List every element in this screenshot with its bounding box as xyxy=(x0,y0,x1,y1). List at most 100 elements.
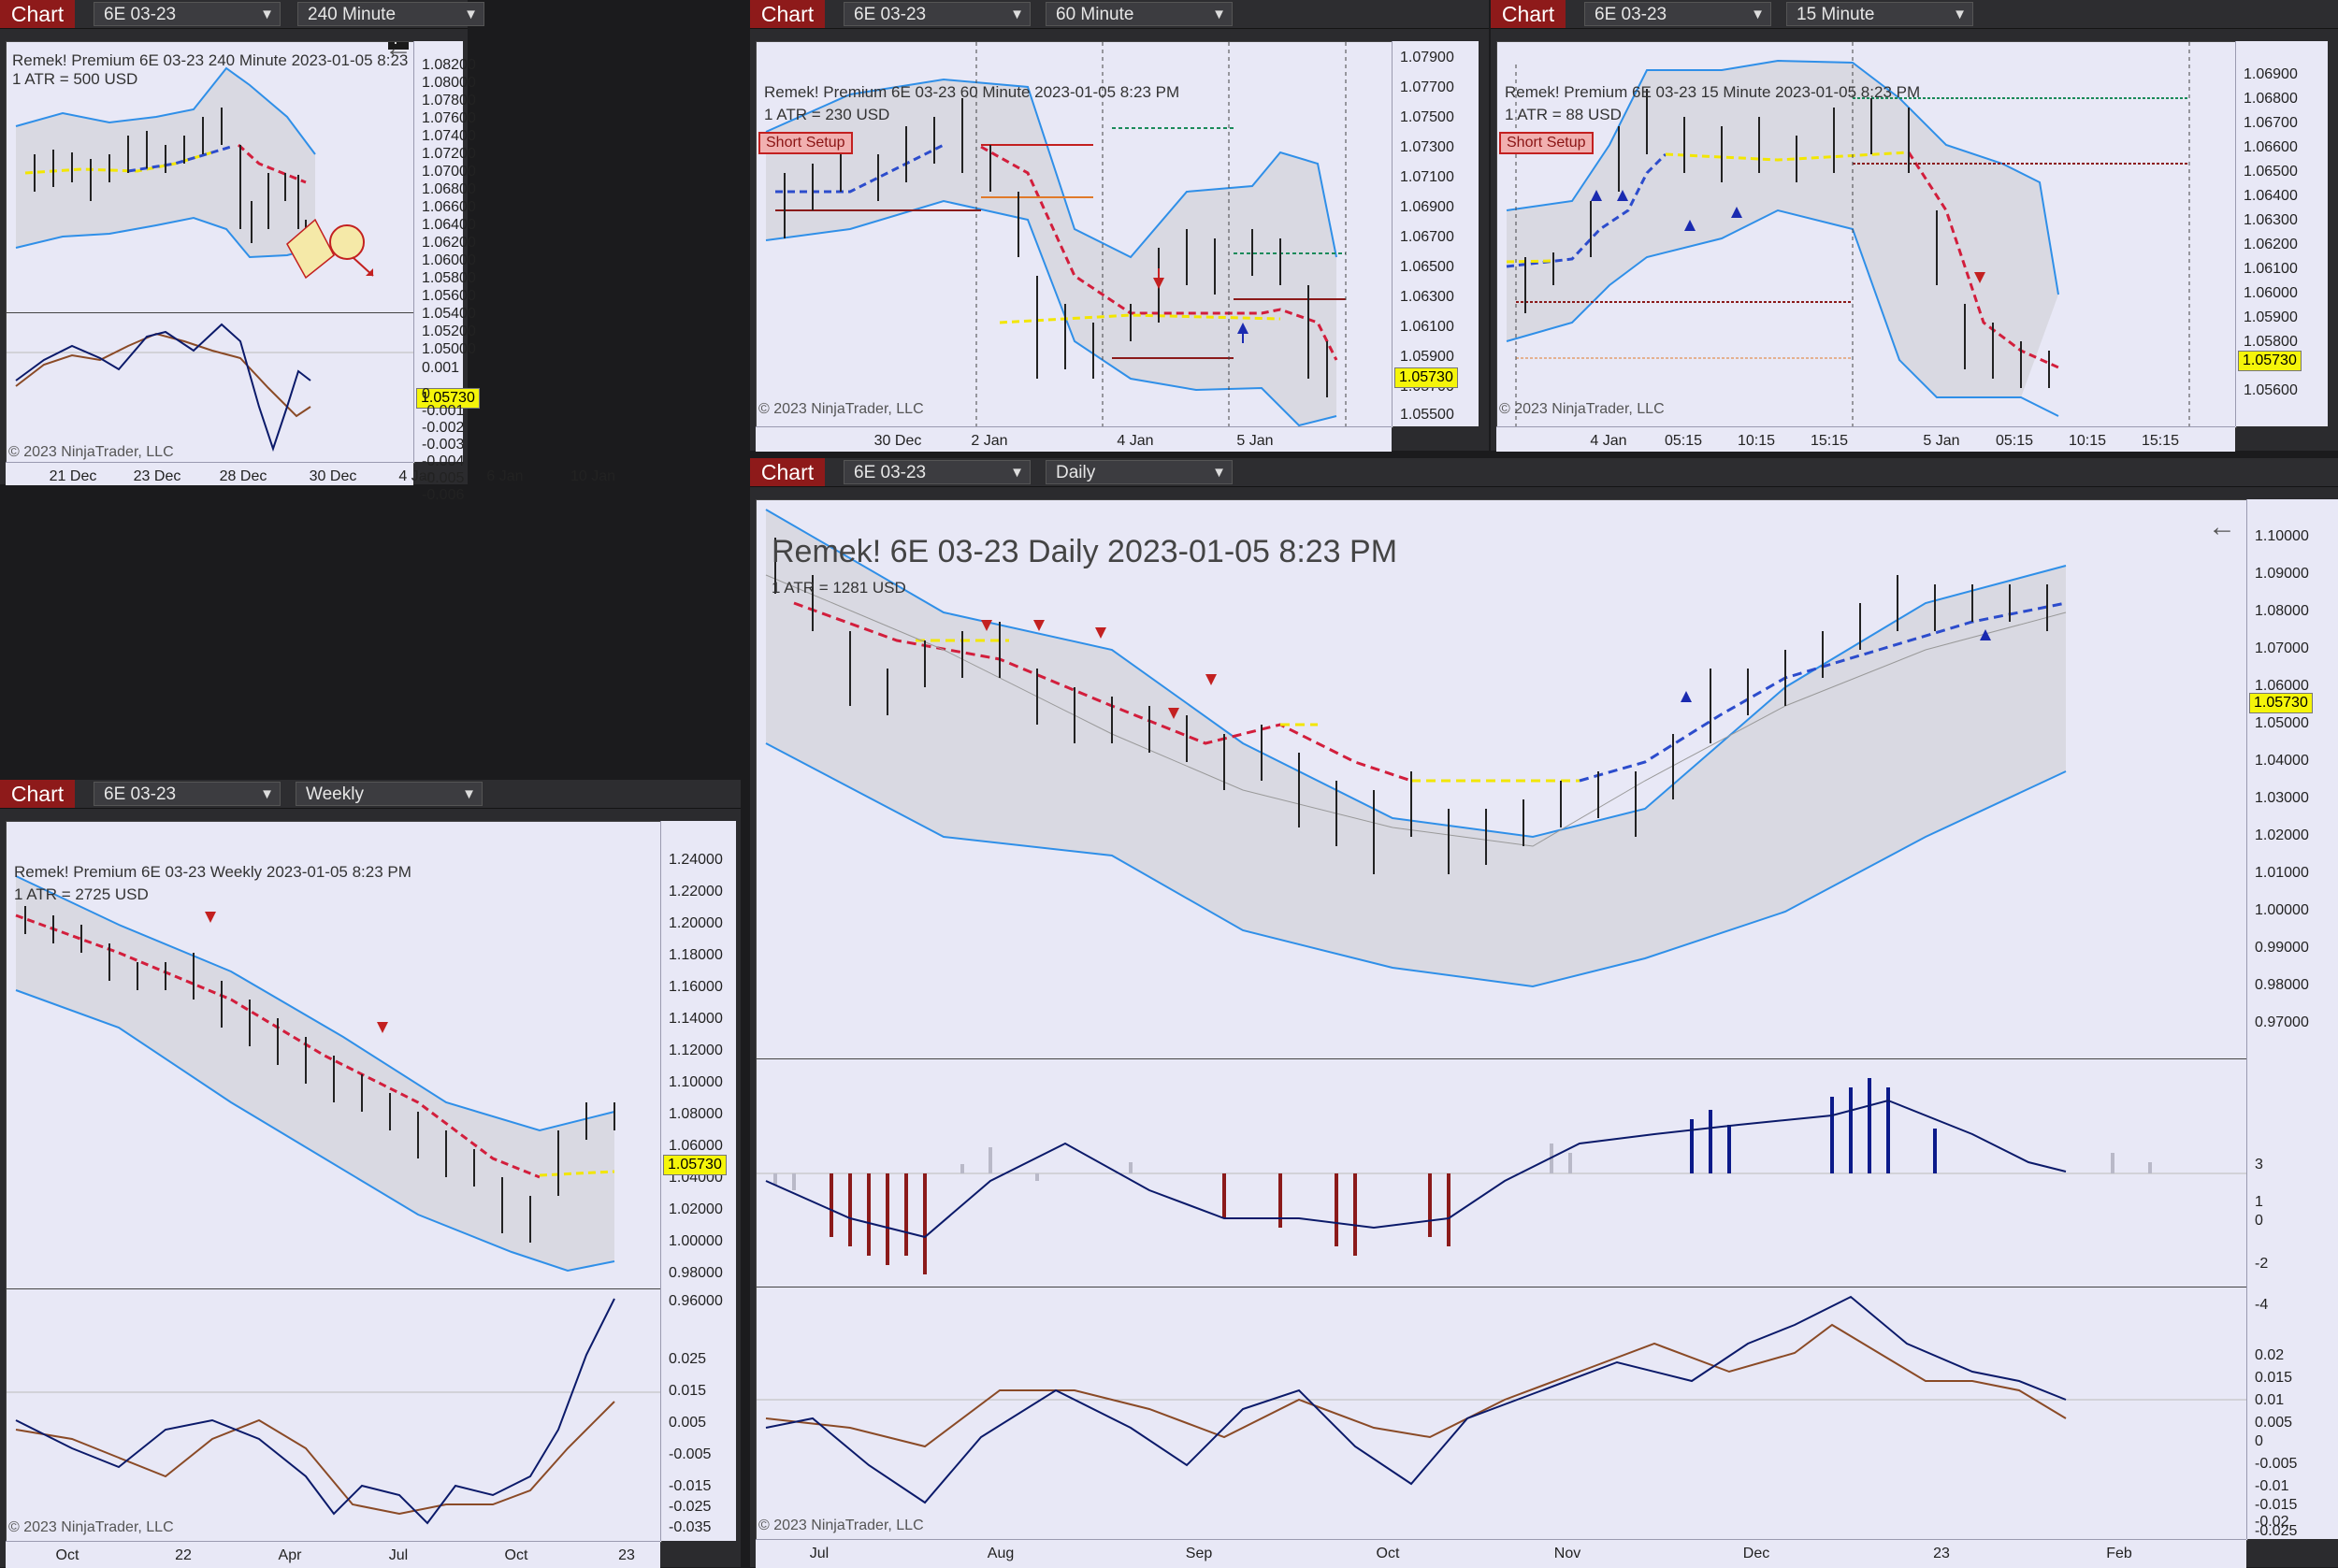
time-label: Aug xyxy=(987,1546,1015,1561)
short-setup-tag[interactable]: Short Setup xyxy=(758,132,853,154)
time-label: Apr xyxy=(278,1547,302,1563)
price-label: 1.06100 xyxy=(2244,261,2298,277)
chart-window-240min: Chart 6E 03-23 ▼ 240 Minute ▼ xyxy=(0,0,615,503)
interval-selector[interactable]: Weekly ▼ xyxy=(296,782,483,806)
price-label: 0.99000 xyxy=(2255,940,2309,956)
osc-label: -0.015 xyxy=(2255,1497,2298,1513)
price-plot[interactable]: Remek! 6E 03-23 Daily 2023-01-05 8:23 PM… xyxy=(756,499,2248,1060)
time-label: 10:15 xyxy=(1737,433,1776,449)
time-label: Oct xyxy=(55,1547,79,1563)
chart-tab[interactable]: Chart xyxy=(0,0,75,28)
price-plot[interactable]: Remek! Premium 6E 03-23 Weekly 2023-01-0… xyxy=(6,821,662,1290)
time-label: 05:15 xyxy=(1995,433,2034,449)
instrument-value: 6E 03-23 xyxy=(854,5,927,24)
histogram-plot[interactable] xyxy=(756,1058,2248,1288)
back-arrow-icon[interactable]: ← xyxy=(384,41,412,64)
price-axis[interactable]: 1.10000 1.09000 1.08000 1.07000 1.06000 … xyxy=(2246,499,2338,1539)
price-axis[interactable]: 1.07900 1.07700 1.07500 1.07300 1.07100 … xyxy=(1392,41,1479,426)
short-setup-tag[interactable]: Short Setup xyxy=(1499,132,1594,154)
osc-label: -0.025 xyxy=(2255,1523,2298,1539)
price-label: 1.06200 xyxy=(2244,237,2298,252)
oscillator-plot[interactable]: © 2023 NinjaTrader, LLC xyxy=(756,1287,2248,1541)
price-axis[interactable]: 1.08200 1.08000 1.07800 1.07600 1.07400 … xyxy=(413,41,480,503)
price-label: 1.02000 xyxy=(2255,827,2309,843)
time-label: 4 Jan xyxy=(398,468,436,484)
price-plot[interactable]: Remek! Premium 6E 03-23 240 Minute 2023-… xyxy=(6,41,415,314)
chart-window-60min: Chart 6E 03-23 ▼ 60 Minute ▼ xyxy=(750,0,1489,452)
price-label: 1.06500 xyxy=(1400,259,1454,275)
chevron-down-icon: ▼ xyxy=(260,7,274,22)
interval-selector[interactable]: 15 Minute ▼ xyxy=(1786,2,1973,26)
time-axis[interactable]: 4 Jan 05:15 10:15 15:15 5 Jan 05:15 10:1… xyxy=(1496,426,2235,452)
price-label: 1.10000 xyxy=(2255,528,2309,544)
price-label: 1.06900 xyxy=(2244,66,2298,82)
time-label: 6 Jan xyxy=(486,468,524,484)
price-label: 1.06600 xyxy=(2244,139,2298,155)
instrument-selector[interactable]: 6E 03-23 ▼ xyxy=(844,2,1031,26)
time-axis[interactable]: 30 Dec 2 Jan 4 Jan 5 Jan xyxy=(756,426,1392,452)
oscillator-plot[interactable]: © 2023 NinjaTrader, LLC xyxy=(6,1288,662,1543)
chart-tab[interactable]: Chart xyxy=(750,0,825,28)
interval-selector[interactable]: 60 Minute ▼ xyxy=(1046,2,1233,26)
oscillator-panel-graphic xyxy=(7,1298,661,1525)
chart-tab[interactable]: Chart xyxy=(0,780,75,808)
price-label: 1.06000 xyxy=(2244,285,2298,301)
price-axis[interactable]: 1.06900 1.06800 1.06700 1.06600 1.06500 … xyxy=(2235,41,2328,426)
price-label: 1.07600 xyxy=(422,110,476,126)
osc-label: 0.02 xyxy=(2255,1347,2285,1363)
price-axis[interactable]: 1.24000 1.22000 1.20000 1.18000 1.16000 … xyxy=(660,821,736,1541)
price-label: 1.06800 xyxy=(422,181,476,197)
instrument-selector[interactable]: 6E 03-23 ▼ xyxy=(94,782,281,806)
chart-window-15min: Chart 6E 03-23 ▼ 15 Minute ▼ xyxy=(1491,0,2338,452)
chart-caption: Remek! Premium 6E 03-23 60 Minute 2023-0… xyxy=(764,83,1180,101)
time-label: 22 xyxy=(175,1547,192,1563)
interval-value: 60 Minute xyxy=(1056,5,1134,24)
time-label: Jul xyxy=(809,1546,830,1561)
price-label: 0.97000 xyxy=(2255,1014,2309,1030)
chart-tab[interactable]: Chart xyxy=(750,458,825,486)
osc-label: -0.005 xyxy=(2255,1456,2298,1472)
time-label: 28 Dec xyxy=(219,468,267,484)
price-label: 1.06300 xyxy=(2244,212,2298,228)
price-label: 1.16000 xyxy=(669,979,723,995)
back-arrow-icon[interactable]: ← xyxy=(2208,511,2236,542)
osc-label: -0.003 xyxy=(422,437,465,453)
time-label: Oct xyxy=(504,1547,528,1563)
histo-label: 3 xyxy=(2255,1157,2263,1172)
price-label: 1.00000 xyxy=(669,1233,723,1249)
price-plot[interactable]: Remek! Premium 6E 03-23 60 Minute 2023-0… xyxy=(756,41,1393,428)
window-toolbar: Chart 6E 03-23 ▼ 60 Minute ▼ xyxy=(750,0,1489,29)
chevron-down-icon: ▼ xyxy=(260,786,274,802)
oscillator-panel-graphic xyxy=(757,1295,2247,1504)
price-plot[interactable]: Remek! Premium 6E 03-23 15 Minute 2023-0… xyxy=(1496,41,2237,428)
interval-selector[interactable]: 240 Minute ▼ xyxy=(297,2,484,26)
instrument-selector[interactable]: 6E 03-23 ▼ xyxy=(94,2,281,26)
time-axis[interactable]: Jul Aug Sep Oct Nov Dec 23 Feb xyxy=(756,1539,2246,1568)
osc-label: -0.02 xyxy=(2255,1514,2289,1530)
time-label: Sep xyxy=(1185,1546,1213,1561)
price-label: 1.24000 xyxy=(669,852,723,868)
chart-window-weekly: Chart 6E 03-23 ▼ Weekly ▼ xyxy=(0,780,741,1568)
price-label: 1.07300 xyxy=(1400,139,1454,155)
time-axis[interactable]: Oct 22 Apr Jul Oct 23 xyxy=(6,1541,660,1568)
time-axis[interactable]: 21 Dec 23 Dec 28 Dec 30 Dec 4 Jan 6 Jan … xyxy=(6,462,615,485)
time-label: 05:15 xyxy=(1664,433,1703,449)
oscillator-plot[interactable]: © 2023 NinjaTrader, LLC xyxy=(6,312,415,464)
price-label: 1.12000 xyxy=(669,1043,723,1058)
osc-label: -0.015 xyxy=(669,1478,712,1494)
time-label: 4 Jan xyxy=(1117,433,1154,449)
price-label: 1.06800 xyxy=(2244,91,2298,107)
chart-tab[interactable]: Chart xyxy=(1491,0,1566,28)
interval-selector[interactable]: Daily ▼ xyxy=(1046,460,1233,484)
instrument-selector[interactable]: 6E 03-23 ▼ xyxy=(844,460,1031,484)
flag-button[interactable]: F xyxy=(388,42,409,50)
price-label: 1.06700 xyxy=(2244,115,2298,131)
price-label: 1.18000 xyxy=(669,947,723,963)
histo-label: -4 xyxy=(2255,1297,2269,1313)
instrument-selector[interactable]: 6E 03-23 ▼ xyxy=(1584,2,1771,26)
osc-label: -0.01 xyxy=(2255,1478,2289,1494)
price-panel-graphic xyxy=(15,875,615,1273)
price-label: 1.06000 xyxy=(669,1138,723,1154)
price-panel-graphic xyxy=(1506,42,2190,427)
time-label: 23 xyxy=(1933,1546,1950,1561)
